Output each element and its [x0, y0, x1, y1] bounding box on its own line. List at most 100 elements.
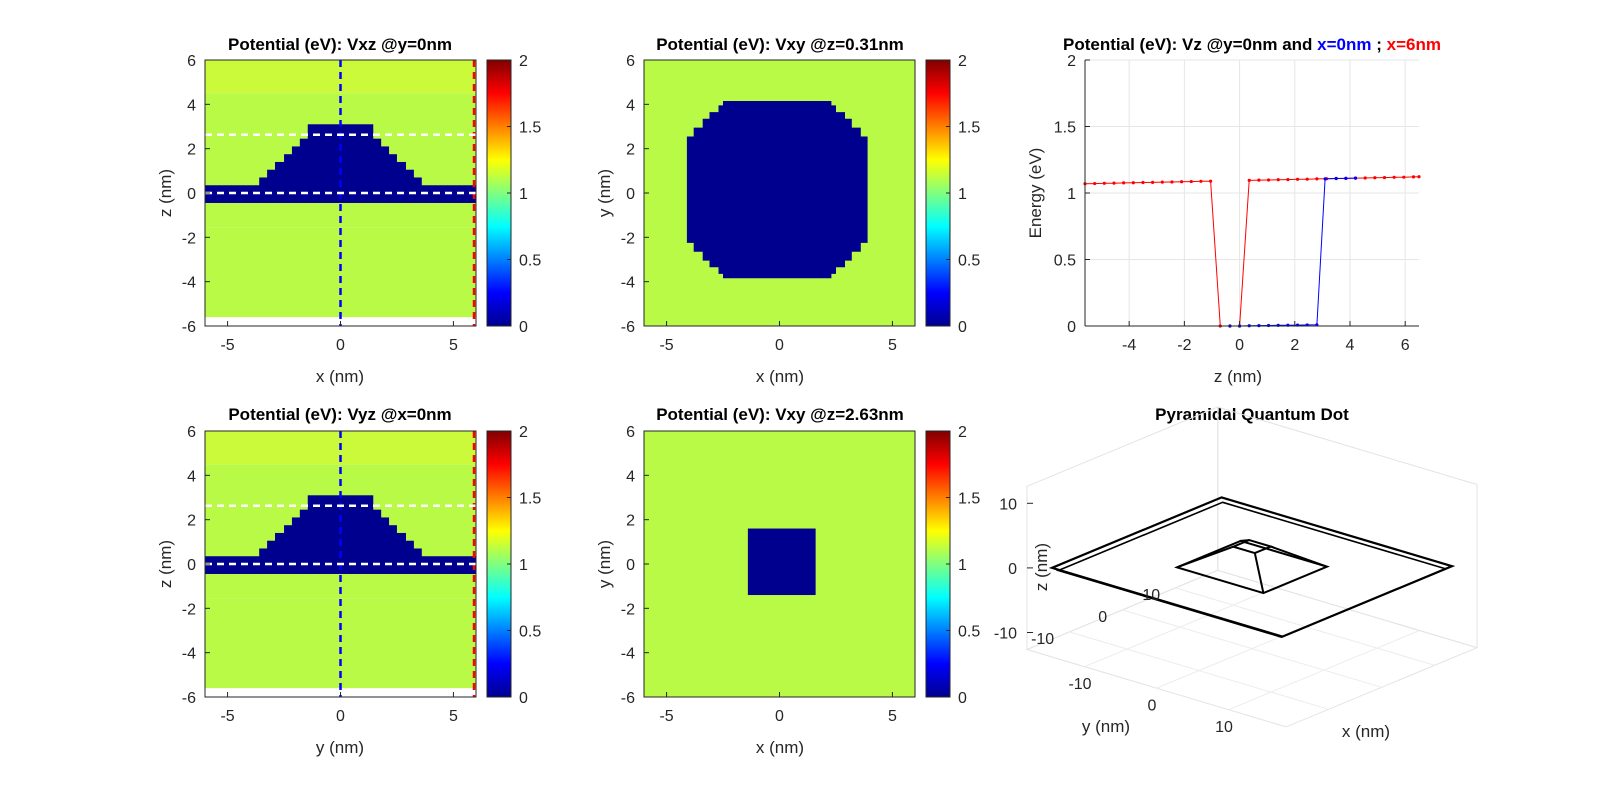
vz-line-series-red-point	[1208, 179, 1213, 183]
vxz-dot-step	[307, 124, 374, 132]
vxy-high-xtick-label: -5	[659, 708, 673, 725]
panel6-ylabel: y (nm)	[1082, 717, 1130, 736]
vyz-ytick-label: -2	[182, 601, 196, 618]
vyz-xtick-label: 5	[449, 708, 458, 725]
vxz-ytick-label: 4	[187, 97, 196, 114]
vz-line-series-red-point	[1295, 177, 1300, 181]
vxz-ytick-label: 6	[187, 53, 196, 70]
panel4-ylabel: z (nm)	[156, 540, 175, 588]
vz-line-series-red-point	[1180, 180, 1184, 184]
vz-line-series-red-point	[1131, 181, 1135, 185]
panel5-title: Potential (eV): Vxy @z=2.63nm	[656, 405, 904, 424]
panel3-title-blue: x=0nm	[1317, 35, 1371, 54]
vxy-low-ytick-label: 6	[626, 53, 635, 70]
vz-line-xtick-label: 4	[1346, 337, 1355, 354]
vxy-high-ytick-label: 2	[626, 513, 635, 530]
vxy-high-ytick-label: -6	[621, 690, 635, 707]
panel2-ylabel: y (nm)	[595, 169, 614, 217]
vxy-low-colorbar-tick-label: 0	[958, 319, 967, 336]
vz-line-series-blue-point	[1334, 176, 1338, 181]
pyramid-3d-pyramid-edge	[1176, 545, 1234, 569]
pyramid-3d-pyramid-base	[1174, 539, 1330, 595]
vz-line-series-red-line	[1084, 176, 1420, 327]
vz-line-series-red-point	[1417, 175, 1421, 179]
vz-line-series-red-point	[1102, 181, 1106, 185]
panel6-zlabel: z (nm)	[1032, 543, 1051, 591]
vxy-low-colorbar-tick-label: 0.5	[958, 253, 980, 270]
pyramid-3d-ztick-label: -10	[994, 626, 1017, 643]
vxy-low-xtick-label: 5	[888, 337, 897, 354]
pyramid-3d-ztick-label: 0	[1008, 561, 1017, 578]
panel6-xlabel: x (nm)	[1342, 722, 1390, 741]
vz-line-series-red-point	[1382, 175, 1387, 180]
panel5-ylabel: y (nm)	[595, 540, 614, 588]
pyramid-3d-xtick-label: 10	[1215, 719, 1233, 736]
vz-line-series-red-point	[1112, 181, 1116, 185]
pyramid-3d-pyramid-edge	[1270, 545, 1328, 568]
vz-line-series-red-point	[1122, 181, 1126, 185]
pyramid-3d-back-wall	[1026, 406, 1219, 651]
vxy-high-group: -5 0 5 -6 -4 -2 0 2 4 6 0 0.5 1 1.5 2	[621, 424, 981, 725]
panel3-title: Potential (eV): Vz @y=0nm and x=0nm ; x=…	[1063, 35, 1441, 54]
pyramid-3d-grid-line	[1228, 630, 1420, 711]
vyz-colorbar-tick-label: 1	[519, 557, 528, 574]
vxy-low-colorbar-tick-label: 1	[958, 186, 967, 203]
panel5-xlabel: x (nm)	[756, 738, 804, 757]
vz-line-series-red-point	[1170, 180, 1174, 184]
vz-line-xtick-label: 6	[1401, 337, 1410, 354]
vyz-group: -5 0 5 -6 -4 -2 0 2 4 6 0 0.5 1 1.5 2	[182, 424, 542, 725]
vxy-high-colorbar-tick-label: 0	[958, 690, 967, 707]
vz-line-series-red-point	[1373, 176, 1377, 180]
vxz-xtick-label: 0	[336, 337, 345, 354]
vz-line-ytick-label: 0	[1067, 319, 1076, 336]
vxy-high-xtick-label: 0	[775, 708, 784, 725]
panel4-title: Potential (eV): Vyz @x=0nm	[228, 405, 451, 424]
pyramid-3d-side-wall	[1217, 406, 1478, 649]
vz-line-series-blue-line	[1229, 177, 1356, 327]
vyz-dot-step	[299, 509, 382, 518]
vyz-colorbar-tick-label: 2	[519, 424, 528, 441]
vz-line-series-red-point	[1141, 180, 1145, 185]
vxz-xtick-label: 5	[449, 337, 458, 354]
vz-line-series-blue-point	[1266, 323, 1271, 328]
panel2-title: Potential (eV): Vxy @z=0.31nm	[656, 35, 904, 54]
vxz-ytick-label: 2	[187, 142, 196, 159]
vxz-colorbar-tick-label: 1	[519, 186, 528, 203]
vxz-ytick-label: -2	[182, 230, 196, 247]
vyz-ytick-label: 4	[187, 468, 196, 485]
panel4-xlabel: y (nm)	[316, 738, 364, 757]
vxz-ytick-label: -4	[182, 275, 196, 292]
panel1-xlabel: x (nm)	[316, 367, 364, 386]
vz-line-series-red-point	[1257, 178, 1261, 182]
vxy-high-ytick-label: -4	[621, 646, 635, 663]
vxy-high-colorbar-tick-label: 1	[958, 557, 967, 574]
plots: -5 0 5 -6 -4 -2 0 2 4 6 0 0.5 1 1.5 2 -5 0 5 -6 -4 -2 0 2 4 6 0 0.…	[182, 53, 1479, 736]
vz-line-ytick-label: 1	[1067, 186, 1076, 203]
panel3-title-red: x=6nm	[1387, 35, 1441, 54]
vxy-high-colorbar-tick-label: 1.5	[958, 491, 980, 508]
vz-line-series-red-point	[1151, 180, 1155, 184]
pyramid-3d-grid-line	[1122, 609, 1382, 688]
vxz-colorbar-tick-label: 0.5	[519, 253, 541, 270]
pyramid-3d-pyramid-edge	[1253, 552, 1265, 594]
vxz-dot-step	[275, 161, 406, 171]
vxz-xtick-label: -5	[220, 337, 234, 354]
vxy-low-dot-cross-section	[686, 101, 868, 279]
vxz-dot-step	[299, 138, 382, 147]
pyramid-3d-ztick-label: 10	[999, 496, 1017, 513]
panel2-xlabel: x (nm)	[756, 367, 804, 386]
vyz-xtick-label: -5	[220, 708, 234, 725]
vz-line-series-red-point	[1363, 176, 1367, 180]
vz-line-series-red-point	[1286, 177, 1290, 182]
vz-line-xtick-label: 0	[1235, 337, 1244, 354]
vxy-low-xtick-label: -5	[659, 337, 673, 354]
vyz-ytick-label: 6	[187, 424, 196, 441]
vz-line-series-blue-point	[1353, 176, 1358, 180]
vxy-low-xtick-label: 0	[775, 337, 784, 354]
vxy-high-ytick-label: 6	[626, 424, 635, 441]
pyramid-3d-xtick-label: -10	[1068, 676, 1091, 693]
vxy-high-ytick-label: 4	[626, 468, 635, 485]
vyz-colorbar-tick-label: 0	[519, 690, 528, 707]
vz-line-series-red-point	[1402, 175, 1406, 179]
